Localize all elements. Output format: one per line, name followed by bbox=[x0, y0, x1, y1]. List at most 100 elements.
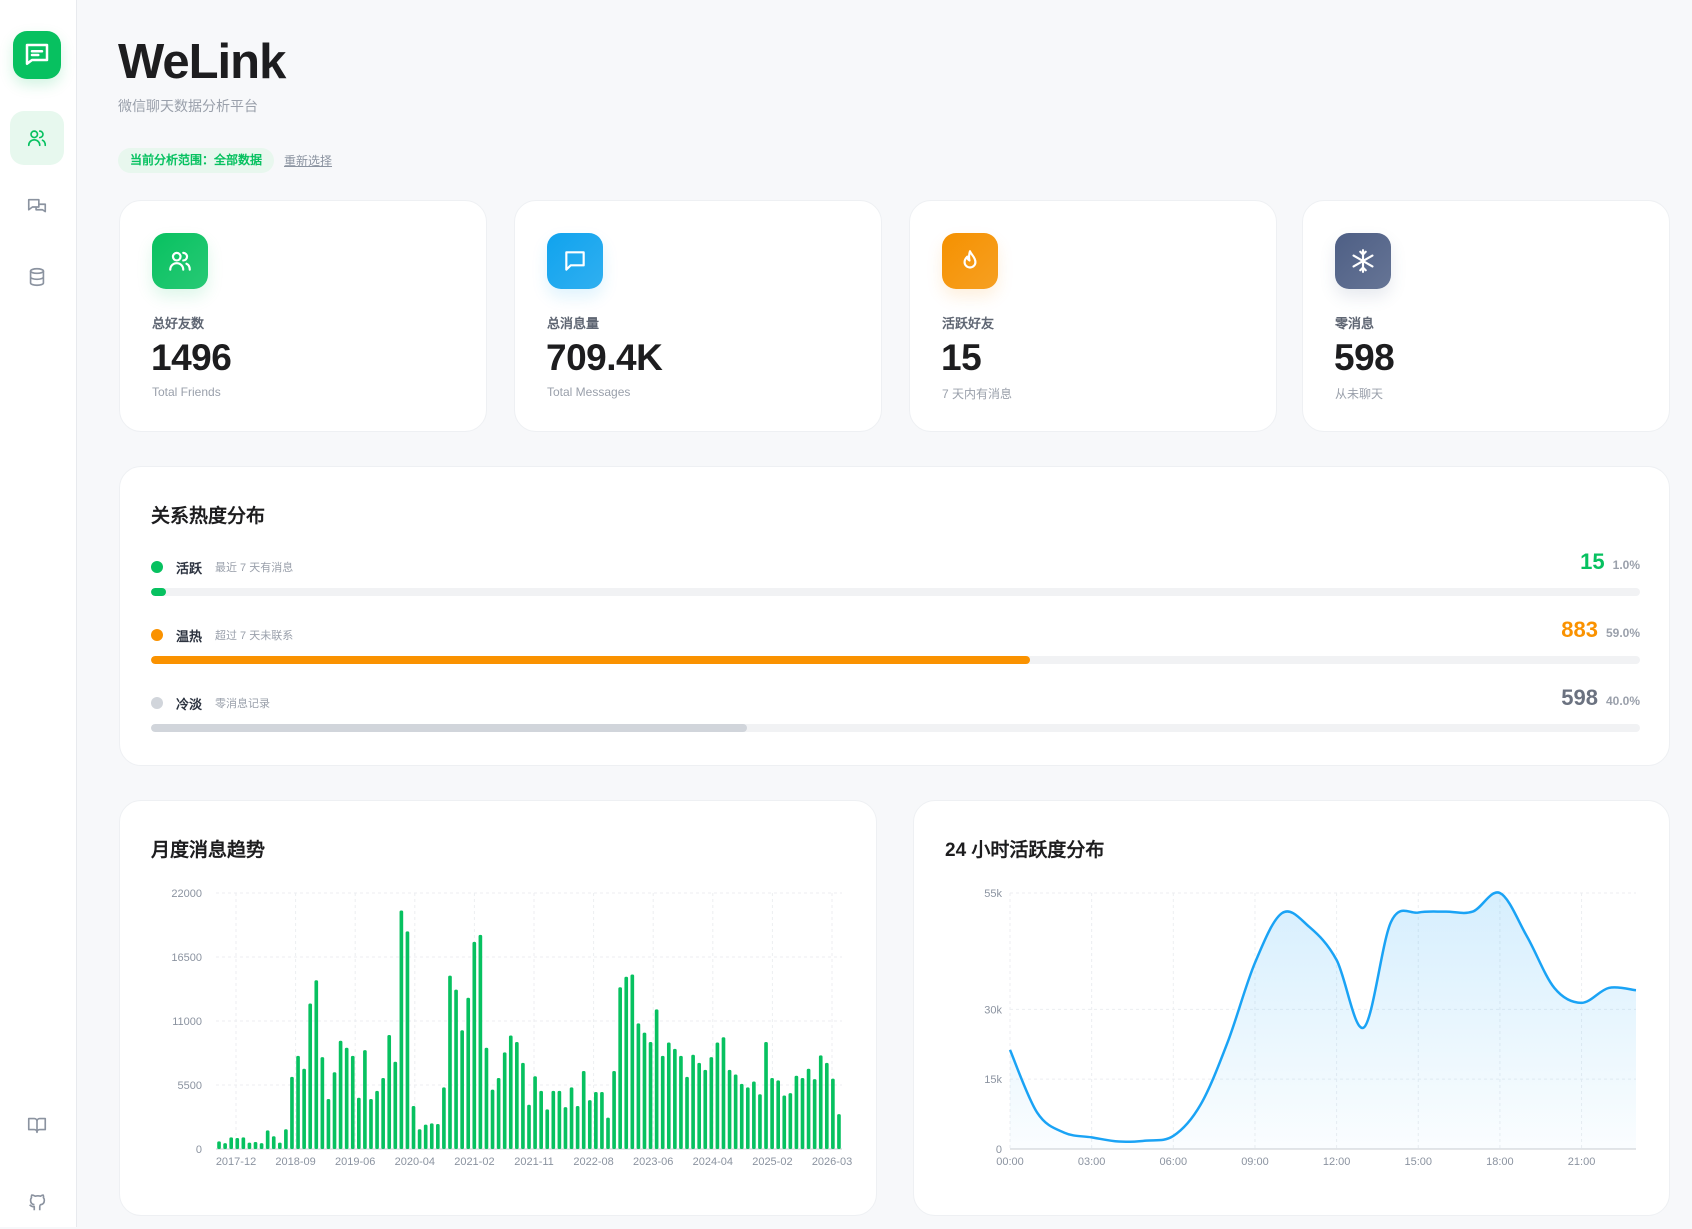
bar[interactable] bbox=[697, 1062, 701, 1149]
bar[interactable] bbox=[685, 1076, 689, 1149]
sidebar-item-friends[interactable] bbox=[10, 111, 64, 165]
bar[interactable] bbox=[472, 941, 477, 1149]
bar[interactable] bbox=[709, 1057, 714, 1149]
bar[interactable] bbox=[806, 1068, 811, 1149]
bar[interactable] bbox=[600, 1091, 604, 1149]
data-point[interactable] bbox=[1004, 1044, 1016, 1056]
bar[interactable] bbox=[624, 976, 629, 1149]
data-point[interactable] bbox=[1412, 907, 1424, 919]
bar[interactable] bbox=[527, 1104, 531, 1149]
bar[interactable] bbox=[831, 1078, 835, 1149]
bar[interactable] bbox=[253, 1142, 258, 1149]
bar[interactable] bbox=[660, 1055, 665, 1149]
bar[interactable] bbox=[563, 1107, 568, 1149]
bar[interactable] bbox=[332, 1072, 337, 1149]
sidebar-item-database[interactable] bbox=[10, 250, 64, 304]
bar[interactable] bbox=[271, 1136, 276, 1149]
bar[interactable] bbox=[569, 1087, 574, 1149]
bar[interactable] bbox=[284, 1129, 288, 1149]
data-point[interactable] bbox=[1222, 1036, 1234, 1048]
data-point[interactable] bbox=[1249, 957, 1261, 969]
bar[interactable] bbox=[800, 1078, 805, 1149]
bar[interactable] bbox=[794, 1075, 799, 1149]
data-point[interactable] bbox=[1058, 1127, 1070, 1139]
data-point[interactable] bbox=[1439, 906, 1451, 918]
bar[interactable] bbox=[782, 1095, 787, 1149]
bar[interactable] bbox=[715, 1042, 720, 1149]
bar[interactable] bbox=[594, 1091, 598, 1149]
bar[interactable] bbox=[502, 1052, 507, 1149]
data-point[interactable] bbox=[1303, 921, 1315, 933]
bar[interactable] bbox=[235, 1137, 240, 1149]
data-point[interactable] bbox=[1494, 887, 1506, 899]
bar[interactable] bbox=[575, 1105, 580, 1149]
bar[interactable] bbox=[606, 1117, 610, 1149]
bar[interactable] bbox=[673, 1048, 677, 1149]
bar[interactable] bbox=[557, 1090, 562, 1149]
data-point[interactable] bbox=[1140, 1135, 1152, 1147]
bar[interactable] bbox=[344, 1047, 349, 1149]
bar[interactable] bbox=[648, 1041, 653, 1149]
bar[interactable] bbox=[369, 1098, 373, 1149]
bar[interactable] bbox=[539, 1090, 543, 1149]
bar[interactable] bbox=[387, 1034, 392, 1149]
bar[interactable] bbox=[423, 1124, 428, 1149]
bar[interactable] bbox=[393, 1061, 398, 1149]
bar[interactable] bbox=[666, 1042, 671, 1149]
bar[interactable] bbox=[587, 1100, 592, 1149]
bar[interactable] bbox=[545, 1109, 550, 1149]
bar[interactable] bbox=[727, 1069, 732, 1149]
bar[interactable] bbox=[217, 1141, 221, 1149]
bar[interactable] bbox=[399, 910, 404, 1149]
bar[interactable] bbox=[338, 1040, 343, 1149]
data-point[interactable] bbox=[1086, 1131, 1098, 1143]
bar[interactable] bbox=[770, 1078, 774, 1149]
data-point[interactable] bbox=[1521, 931, 1533, 943]
bar[interactable] bbox=[788, 1093, 793, 1149]
bar[interactable] bbox=[454, 989, 458, 1149]
bar[interactable] bbox=[581, 1071, 586, 1149]
bar[interactable] bbox=[490, 1089, 495, 1149]
bar[interactable] bbox=[265, 1130, 270, 1149]
bar[interactable] bbox=[776, 1080, 781, 1149]
bar[interactable] bbox=[460, 1030, 464, 1149]
data-point[interactable] bbox=[1167, 1130, 1179, 1142]
data-point[interactable] bbox=[1576, 997, 1588, 1009]
bar[interactable] bbox=[654, 1009, 659, 1149]
bar[interactable] bbox=[296, 1055, 300, 1149]
bar[interactable] bbox=[308, 1003, 313, 1149]
bar[interactable] bbox=[824, 1062, 829, 1149]
bar[interactable] bbox=[636, 1023, 641, 1149]
bar[interactable] bbox=[375, 1090, 379, 1149]
bar[interactable] bbox=[478, 934, 483, 1149]
data-point[interactable] bbox=[1467, 906, 1479, 918]
bar[interactable] bbox=[508, 1035, 513, 1149]
data-point[interactable] bbox=[1276, 907, 1288, 919]
bar[interactable] bbox=[703, 1069, 708, 1149]
data-point[interactable] bbox=[1548, 982, 1560, 994]
bar[interactable] bbox=[448, 975, 452, 1149]
data-point[interactable] bbox=[1385, 916, 1397, 928]
bar[interactable] bbox=[733, 1074, 738, 1149]
bar[interactable] bbox=[466, 997, 471, 1149]
reselect-link[interactable]: 重新选择 bbox=[284, 154, 333, 168]
bar[interactable] bbox=[630, 974, 635, 1149]
app-logo[interactable] bbox=[13, 31, 61, 79]
github-link[interactable] bbox=[10, 1175, 64, 1229]
bar[interactable] bbox=[442, 1087, 446, 1149]
bar[interactable] bbox=[764, 1041, 768, 1149]
bar[interactable] bbox=[405, 931, 410, 1149]
bar[interactable] bbox=[290, 1076, 294, 1149]
data-point[interactable] bbox=[1195, 1099, 1207, 1111]
bar[interactable] bbox=[363, 1050, 367, 1149]
bar[interactable] bbox=[247, 1142, 252, 1149]
bar[interactable] bbox=[818, 1055, 823, 1149]
bar[interactable] bbox=[357, 1097, 361, 1149]
bar[interactable] bbox=[429, 1123, 434, 1149]
bar[interactable] bbox=[812, 1079, 817, 1149]
data-point[interactable] bbox=[1358, 1022, 1370, 1034]
bar[interactable] bbox=[551, 1090, 556, 1149]
bar[interactable] bbox=[277, 1142, 282, 1149]
bar[interactable] bbox=[417, 1129, 422, 1149]
bar[interactable] bbox=[259, 1143, 264, 1149]
